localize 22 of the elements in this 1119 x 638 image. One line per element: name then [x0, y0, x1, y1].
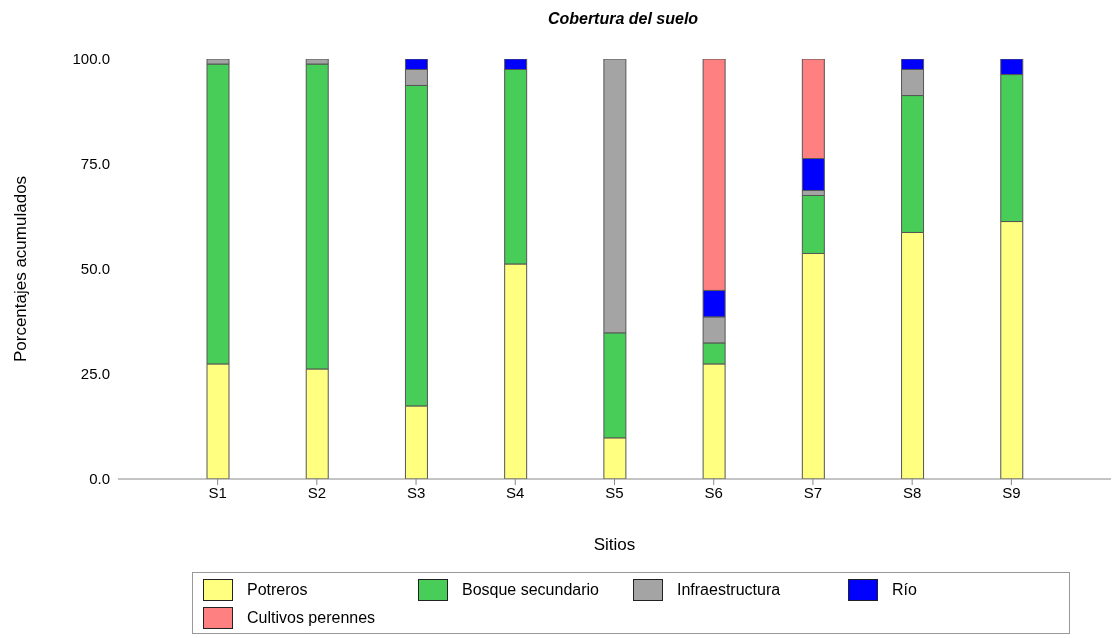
- x-tick-label: S1: [208, 483, 227, 501]
- y-tick-label: 25.0: [80, 365, 110, 383]
- legend-label: Bosque secundario: [462, 581, 599, 599]
- x-axis-title: Sitios: [593, 535, 636, 554]
- legend-label: Infraestructura: [677, 581, 781, 599]
- y-tick-label: 0.0: [89, 470, 110, 488]
- legend-label: Cultivos perennes: [247, 609, 376, 627]
- x-tick-label: S7: [803, 483, 823, 501]
- x-tick-label: S6: [704, 483, 723, 501]
- x-tick-label: S4: [506, 483, 525, 501]
- x-tick-label: S5: [605, 483, 624, 501]
- y-axis-title: Porcentajes acumulados: [11, 175, 31, 363]
- x-tick-label: S8: [902, 483, 922, 501]
- legend-label: Río: [892, 581, 917, 599]
- chart-title: Cobertura del suelo: [546, 10, 700, 28]
- legend-label: Potreros: [247, 581, 308, 599]
- x-tick-label: S9: [1002, 483, 1021, 501]
- y-tick-label: 75.0: [80, 155, 110, 173]
- y-tick-label: 50.0: [80, 260, 110, 278]
- x-tick-label: S2: [307, 483, 327, 501]
- y-tick-label: 100.0: [72, 50, 110, 68]
- x-tick-label: S3: [406, 483, 426, 501]
